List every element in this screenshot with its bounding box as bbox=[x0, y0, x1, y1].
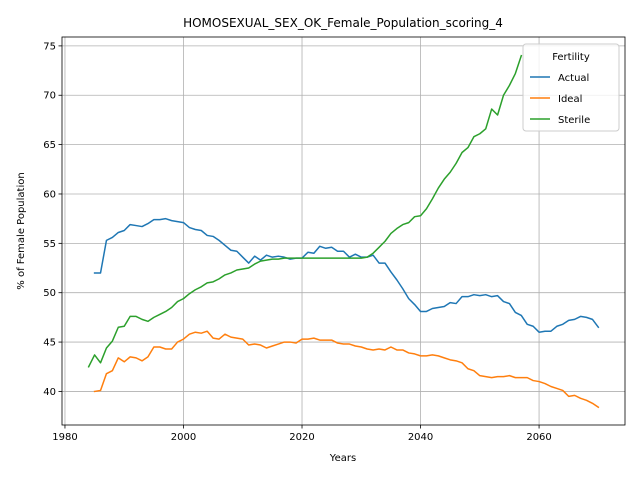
grid bbox=[62, 37, 625, 425]
y-axis-label: % of Female Population bbox=[16, 172, 27, 289]
legend-box bbox=[522, 43, 620, 132]
y-tick-label: 50 bbox=[43, 288, 56, 299]
series-line-ideal bbox=[93, 330, 600, 409]
y-tick-label: 40 bbox=[43, 387, 56, 398]
legend-label-actual: Actual bbox=[558, 73, 589, 84]
x-tick-label: 2060 bbox=[526, 432, 551, 443]
plot-frame bbox=[61, 36, 626, 426]
y-tick-label: 70 bbox=[43, 91, 56, 102]
series-lines bbox=[87, 54, 600, 409]
y-tick-label: 55 bbox=[43, 239, 56, 250]
legend-title: Fertility bbox=[552, 52, 590, 63]
y-tick-label: 65 bbox=[43, 140, 56, 151]
y-tick-label: 60 bbox=[43, 189, 56, 200]
y-tick-label: 45 bbox=[43, 338, 56, 349]
chart-title: HOMOSEXUAL_SEX_OK_Female_Population_scor… bbox=[183, 16, 503, 30]
axis-ticks: 1980 2000 2020 2040 2060 40 45 50 55 60 65 70 75 bbox=[43, 41, 552, 443]
legend-label-ideal: Ideal bbox=[558, 94, 582, 105]
series-line-actual bbox=[93, 217, 600, 333]
legend-label-sterile: Sterile bbox=[558, 115, 590, 126]
x-tick-label: 2000 bbox=[171, 432, 196, 443]
y-tick-label: 75 bbox=[43, 41, 56, 52]
series-line-sterile bbox=[87, 54, 523, 368]
x-axis-label: Years bbox=[329, 453, 356, 464]
legend: Fertility Actual Ideal Sterile bbox=[522, 43, 620, 132]
x-tick-label: 2040 bbox=[408, 432, 433, 443]
x-tick-label: 1980 bbox=[52, 432, 77, 443]
legend-entries: Actual Ideal Sterile bbox=[530, 73, 590, 126]
x-tick-label: 2020 bbox=[289, 432, 314, 443]
